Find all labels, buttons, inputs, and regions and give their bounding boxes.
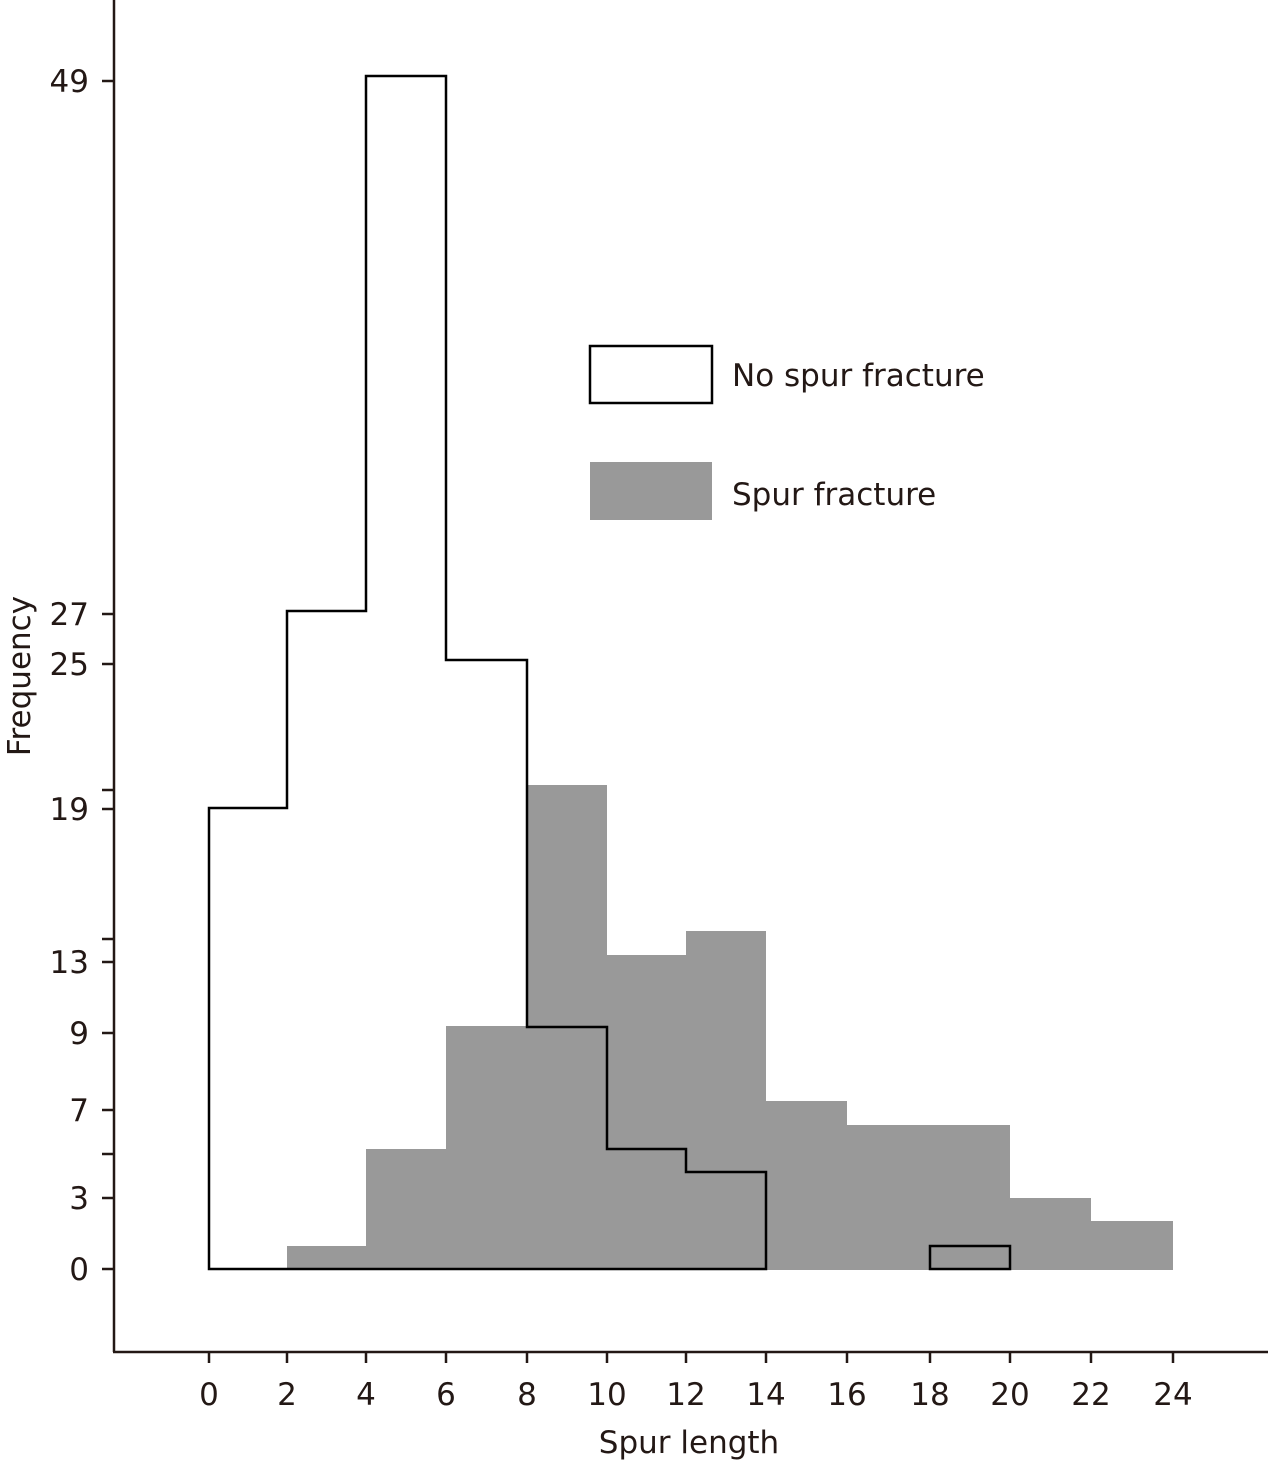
legend-label-no-spur-fracture: No spur fracture	[732, 358, 985, 394]
axes	[112, 0, 1268, 1354]
x-tick-label: 2	[277, 1377, 297, 1413]
x-axis-title: Spur length	[599, 1425, 779, 1461]
x-axis-ticks: 0 2 4 6 8 10 12 14 16 18 20 22 24	[199, 1352, 1193, 1413]
y-tick-label: 9	[69, 1016, 89, 1052]
x-tick-label: 0	[199, 1377, 219, 1413]
x-tick-label: 6	[436, 1377, 456, 1413]
x-tick-label: 20	[990, 1377, 1029, 1413]
no-spur-fracture-bar	[928, 1244, 1012, 1271]
y-tick-label: 49	[50, 64, 89, 100]
spur-fracture-bars	[287, 785, 1173, 1270]
spur-fracture-bar	[847, 1125, 930, 1270]
spur-fracture-bar	[686, 931, 766, 1270]
x-tick-label: 24	[1153, 1377, 1192, 1413]
no-spur-fracture-outline	[207, 74, 1012, 1271]
x-tick-label: 16	[827, 1377, 866, 1413]
legend-swatch-spur-fracture	[590, 462, 712, 520]
y-axis-ticks: 0 3 7 9 13 19 25 27 49	[50, 64, 114, 1288]
y-axis-title: Frequency	[2, 596, 38, 756]
x-tick-label: 12	[666, 1377, 705, 1413]
legend-label-spur-fracture: Spur fracture	[732, 477, 936, 513]
spur-fracture-bar	[1091, 1221, 1173, 1270]
x-tick-label: 8	[517, 1377, 537, 1413]
x-tick-label: 22	[1071, 1377, 1110, 1413]
spur-fracture-bar	[1010, 1198, 1091, 1270]
x-tick-label: 14	[746, 1377, 785, 1413]
spur-fracture-bar	[366, 1149, 446, 1270]
x-tick-label: 10	[587, 1377, 626, 1413]
spur-fracture-bar	[766, 1101, 847, 1270]
y-tick-label: 7	[69, 1093, 89, 1129]
x-tick-label: 18	[910, 1377, 949, 1413]
legend-swatch-no-spur-fracture	[588, 344, 714, 405]
spur-fracture-bar	[607, 955, 686, 1270]
no-spur-fracture-step	[207, 74, 768, 1271]
y-tick-label: 25	[50, 647, 89, 683]
spur-fracture-bar	[446, 1026, 527, 1270]
spur-fracture-bar	[287, 1246, 366, 1270]
y-tick-label: 13	[50, 945, 89, 981]
y-tick-label: 0	[69, 1252, 89, 1288]
spur-fracture-bar	[930, 1125, 1010, 1270]
x-tick-label: 4	[356, 1377, 376, 1413]
y-tick-label: 3	[69, 1181, 89, 1217]
y-tick-label: 19	[50, 792, 89, 828]
legend: No spur fracture Spur fracture	[588, 344, 985, 520]
y-tick-label: 27	[50, 597, 89, 633]
